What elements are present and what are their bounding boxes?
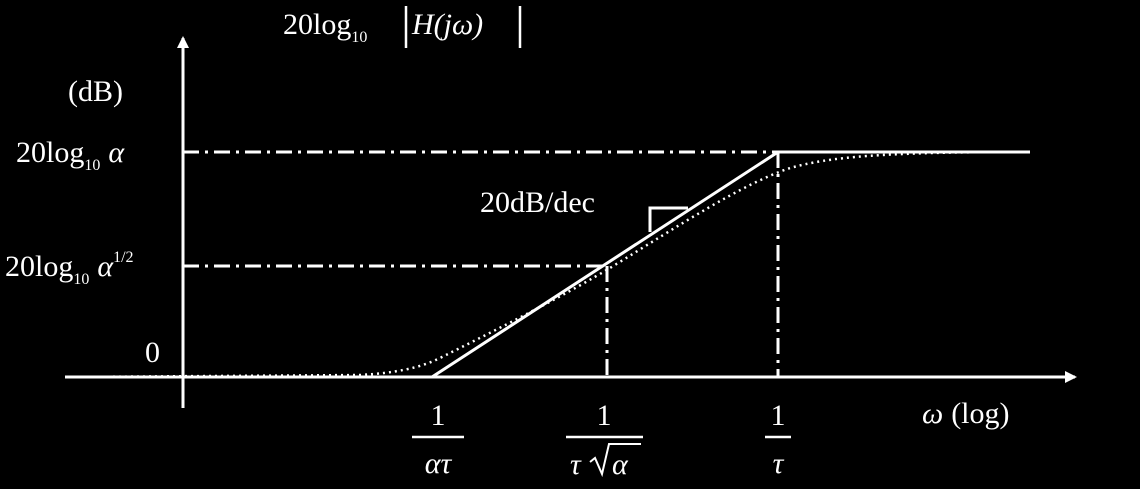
x-mark-denominator: τ <box>773 447 785 480</box>
x-mark-one-over-alpha-tau: 1 ατ <box>412 399 464 480</box>
y-label-sqrt-alpha: 20log10 α1/2 <box>5 249 134 288</box>
x-mark-numerator: 1 <box>771 399 786 432</box>
x-mark-denominator-radicand: α <box>612 448 629 481</box>
x-mark-denominator-tau: τ <box>570 448 582 481</box>
y-axis-unit: (dB) <box>68 75 123 108</box>
x-mark-numerator: 1 <box>597 399 612 432</box>
x-mark-one-over-tau: 1 τ <box>765 399 791 480</box>
y-axis-title: 20log10 <box>283 8 367 46</box>
slope-label: 20dB/dec <box>480 186 595 219</box>
y-axis-title-expression: H(jω) <box>411 8 483 41</box>
y-label-zero: 0 <box>145 336 160 369</box>
x-mark-denominator: ατ <box>425 447 453 480</box>
actual-response-curve <box>64 150 1031 379</box>
x-mark-numerator: 1 <box>431 399 446 432</box>
y-label-alpha: 20log10 α <box>16 136 125 174</box>
sqrt-radical-sign <box>589 443 641 478</box>
x-axis-label: ω (log) <box>922 397 1010 430</box>
x-mark-one-over-tau-sqrt-alpha: 1 τ α <box>566 399 643 481</box>
slope-indicator <box>648 206 688 232</box>
